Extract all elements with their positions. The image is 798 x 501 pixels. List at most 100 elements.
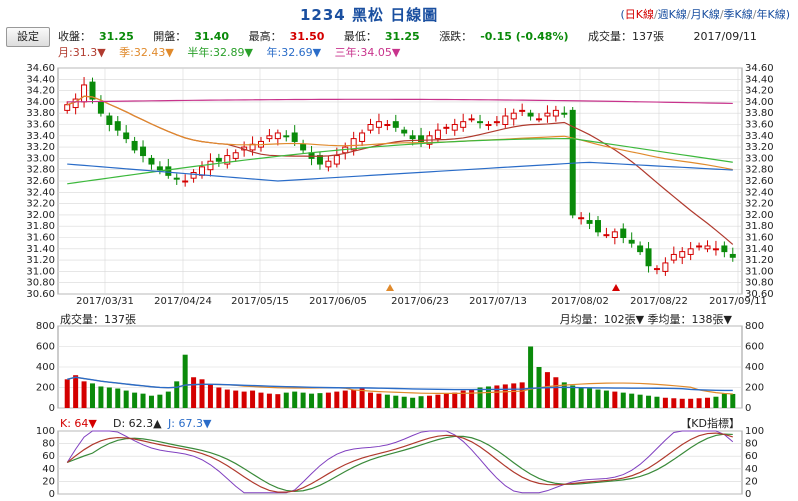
low-label: 最低： 31.25 — [343, 30, 420, 43]
open-value: 31.40 — [194, 30, 230, 43]
price-tick-right: 30.80 — [745, 278, 774, 289]
quote-info: 收盤： 31.25 開盤： 31.40 最高： 31.50 最低： 31.25 漲跌： -… — [58, 28, 765, 44]
volume-bar — [603, 390, 609, 408]
price-tick-right: 32.60 — [745, 176, 774, 187]
candle-body — [384, 124, 391, 126]
volume-bar — [502, 384, 508, 408]
volume-bar — [393, 395, 399, 408]
period-yearly-link[interactable]: 年K線 — [756, 8, 786, 21]
candle-body — [274, 132, 281, 140]
x-tick-label: 2017/03/31 — [76, 296, 134, 307]
volume-bar — [182, 354, 188, 408]
price-tick-right: 31.40 — [745, 244, 774, 255]
volume-bar — [317, 393, 323, 408]
volume-bar — [696, 398, 702, 408]
candle-body — [224, 155, 231, 165]
volume-season-avg-line — [67, 376, 733, 392]
ma-season-legend: 季:32.43▼ — [119, 46, 174, 59]
candle-body — [97, 101, 104, 114]
volume-tick-right: 0 — [745, 403, 751, 414]
candle-body — [325, 160, 332, 168]
volume-bar — [460, 390, 466, 408]
volume-bar — [519, 382, 525, 408]
candle-body — [140, 146, 147, 157]
volume-tick-left: 400 — [36, 362, 55, 373]
price-tick-left: 33.20 — [26, 142, 55, 153]
price-tick-left: 32.60 — [26, 176, 55, 187]
volume-bar — [595, 389, 601, 408]
candle-body — [409, 135, 416, 140]
candle-body — [628, 239, 635, 244]
kd-tick-right: 40 — [745, 464, 758, 475]
candle-body — [712, 248, 719, 251]
volume-bar — [469, 389, 475, 408]
price-tick-left: 31.40 — [26, 244, 55, 255]
volume-bar — [300, 392, 306, 408]
volume-text: 成交量：137張 — [588, 30, 665, 43]
volume-bar — [266, 393, 272, 408]
volume-bar — [309, 393, 315, 408]
candle-body — [519, 109, 526, 112]
price-tick-right: 32.00 — [745, 210, 774, 221]
volume-tick-right: 800 — [745, 321, 764, 332]
candle-body — [653, 268, 660, 271]
kd-k-legend: K: 64▼ — [60, 417, 97, 430]
close-value: 31.25 — [99, 30, 134, 43]
volume-bar — [250, 390, 256, 408]
candle-body — [468, 118, 475, 121]
settings-button[interactable]: 設定 — [6, 27, 50, 47]
volume-bar — [570, 385, 576, 408]
price-tick-right: 31.00 — [745, 266, 774, 277]
marker-triangle-orange — [386, 284, 394, 291]
price-tick-right: 32.80 — [745, 165, 774, 176]
candle-body — [696, 245, 703, 248]
candle-body — [81, 84, 88, 103]
period-weekly-link[interactable]: 週K線 — [657, 8, 687, 21]
price-tick-left: 33.00 — [26, 153, 55, 164]
candle-body — [729, 253, 736, 258]
x-tick-label: 2017/08/22 — [630, 296, 688, 307]
volume-bar — [283, 392, 289, 408]
price-tick-right: 33.40 — [745, 131, 774, 142]
price-tick-left: 32.80 — [26, 165, 55, 176]
candle-body — [637, 245, 644, 253]
candle-body — [645, 248, 652, 267]
kd-tick-left: 20 — [42, 476, 55, 487]
x-tick-label: 2017/09/11 — [709, 296, 767, 307]
candle-body — [64, 104, 71, 111]
volume-bar — [553, 377, 559, 408]
volume-bar — [410, 397, 416, 408]
candle-body — [586, 220, 593, 224]
period-monthly-link[interactable]: 月K線 — [690, 8, 720, 21]
price-tick-left: 33.60 — [26, 120, 55, 131]
candle-body — [460, 121, 467, 128]
volume-bar — [679, 398, 685, 408]
ma-year-line — [67, 161, 733, 182]
volume-bar — [544, 372, 550, 408]
high-label: 最高： 31.50 — [248, 30, 325, 43]
price-tick-right: 34.60 — [745, 63, 774, 74]
volume-bar — [140, 393, 146, 408]
candle-body — [502, 115, 509, 126]
volume-bar — [646, 395, 652, 408]
candle-body — [182, 180, 189, 183]
candle-body — [266, 135, 273, 140]
candle-body — [544, 112, 551, 117]
price-tick-right: 31.60 — [745, 233, 774, 244]
volume-tick-right: 200 — [745, 383, 764, 394]
x-tick-label: 2017/07/13 — [469, 296, 527, 307]
candle-body — [123, 132, 130, 140]
volume-bar — [662, 397, 668, 408]
price-tick-right: 32.20 — [745, 199, 774, 210]
volume-bar — [578, 387, 584, 408]
price-tick-left: 34.60 — [26, 63, 55, 74]
volume-bar — [368, 392, 374, 408]
x-tick-label: 2017/08/02 — [551, 296, 609, 307]
candle-body — [300, 143, 307, 151]
volume-tick-left: 200 — [36, 383, 55, 394]
period-quarterly-link[interactable]: 季K線 — [723, 8, 753, 21]
period-daily-link[interactable]: 日K線 — [624, 8, 654, 21]
chart-title: 1234 黑松 日線圖 — [300, 6, 439, 24]
ma-year-legend: 年:32.69▼ — [266, 46, 322, 59]
volume-bar — [435, 394, 441, 408]
